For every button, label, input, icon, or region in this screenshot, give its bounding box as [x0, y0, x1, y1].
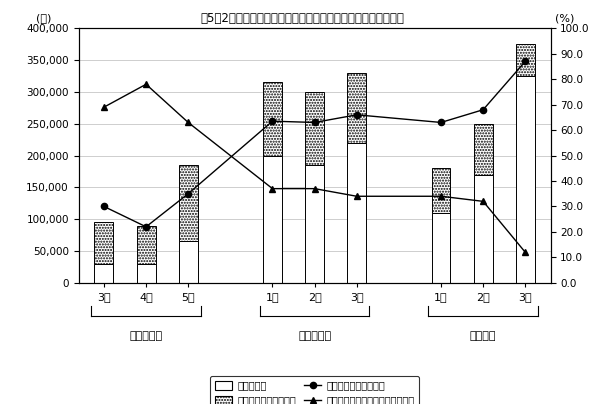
Text: 図5－2　私立学校の補助学習費とその他の学校外活動費の状況: 図5－2 私立学校の補助学習費とその他の学校外活動費の状況: [201, 12, 404, 25]
Bar: [305, 92, 324, 165]
Bar: [94, 264, 113, 283]
Bar: [431, 168, 451, 213]
Bar: [178, 242, 198, 283]
Bar: [516, 44, 535, 76]
Text: (%): (%): [555, 13, 575, 23]
Bar: [431, 213, 451, 283]
Bar: [347, 73, 366, 143]
Bar: [263, 82, 282, 156]
Bar: [137, 225, 155, 264]
Bar: [94, 222, 113, 264]
Text: 中　学　校: 中 学 校: [298, 331, 331, 341]
Bar: [263, 156, 282, 283]
Text: (円): (円): [36, 13, 51, 23]
Legend: 補助学習費, その他の学校外活動費, 補助学習費の構成比率, その他の学校外活動費の構成比率: 補助学習費, その他の学校外活動費, 補助学習費の構成比率, その他の学校外活動…: [210, 376, 419, 404]
Text: 幼　稚　団: 幼 稚 団: [129, 331, 163, 341]
Bar: [305, 165, 324, 283]
Bar: [474, 175, 492, 283]
Bar: [178, 165, 198, 242]
Bar: [137, 264, 155, 283]
Bar: [474, 124, 492, 175]
Bar: [347, 143, 366, 283]
Bar: [516, 76, 535, 283]
Text: 高等学校: 高等学校: [470, 331, 496, 341]
